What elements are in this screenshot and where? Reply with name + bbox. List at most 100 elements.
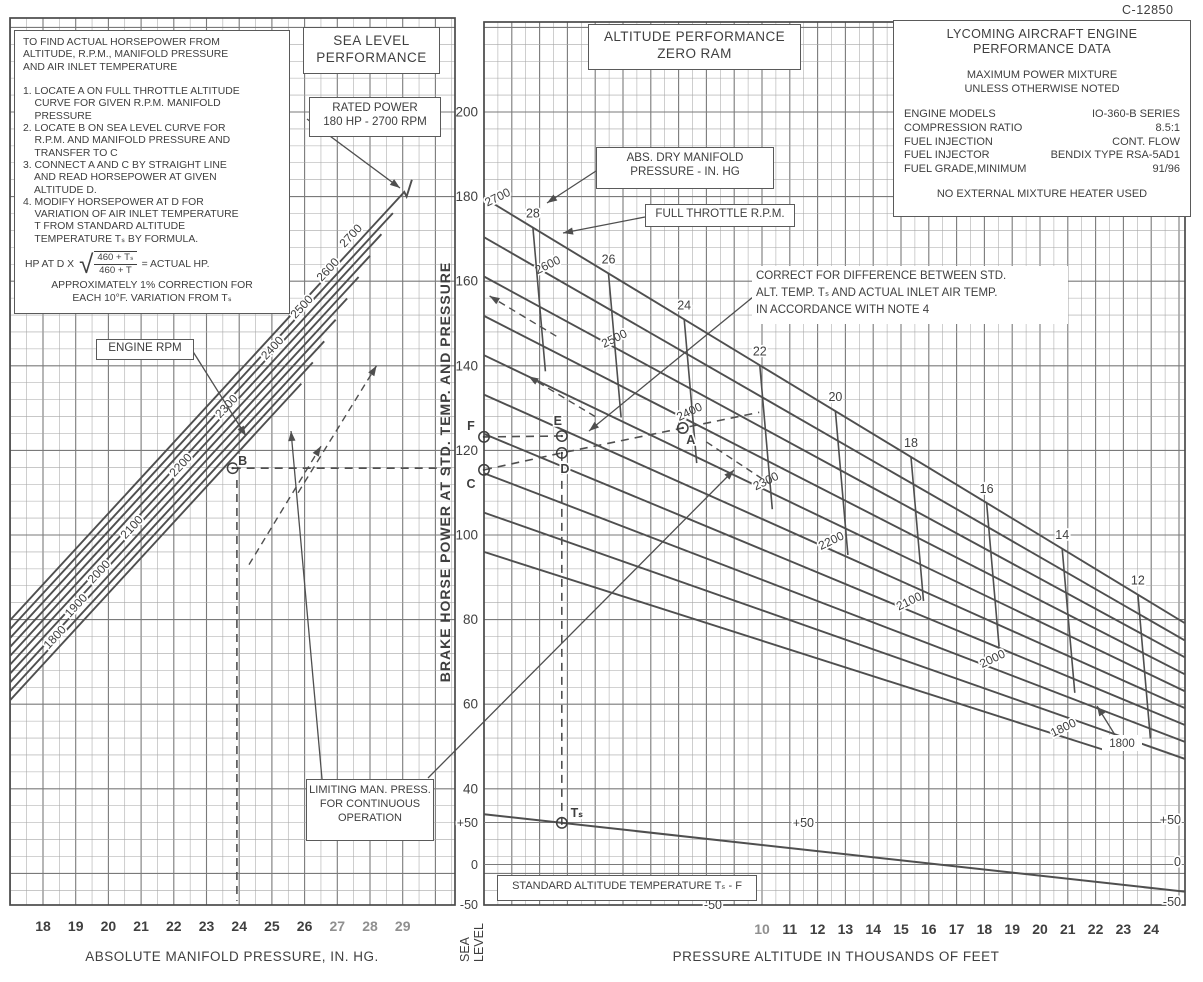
y-tick-label: 200 [455, 105, 478, 120]
rpm-curve-2200 [9, 297, 348, 666]
x-tick-label: 23 [199, 918, 215, 934]
mp-label: 28 [526, 206, 540, 220]
x-tick-label: 20 [1032, 921, 1048, 937]
formula-numerator: 460 + Tₛ [97, 252, 134, 264]
notes-instructions: TO FIND ACTUAL HORSEPOWER FROM ALTITUDE, … [23, 37, 240, 245]
y-tick-label: 140 [455, 358, 478, 373]
svg-text:Tₛ: Tₛ [571, 806, 584, 820]
y-axis-title: BRAKE HORSE POWER AT STD. TEMP. AND PRES… [437, 262, 453, 682]
correct-for-difference-note: CORRECT FOR DIFFERENCE BETWEEN STD. ALT. … [752, 266, 1068, 324]
limiting-arrow-left [290, 430, 323, 780]
point-ts-marker [555, 816, 568, 829]
hp-formula: HP AT D X √ 460 + Tₛ 460 + T = ACTUAL HP. [25, 251, 281, 277]
svg-text:C: C [466, 477, 475, 491]
svg-text:F: F [467, 419, 475, 433]
x-tick-label: 19 [68, 918, 84, 934]
x-tick-label: 28 [362, 918, 378, 934]
point-b-marker [226, 462, 239, 475]
engine-rpm-label: ENGINE RPM [96, 339, 194, 360]
rpm-curve-2600 [9, 212, 394, 630]
mp-label: 24 [677, 298, 691, 312]
x-tick-label: 22 [166, 918, 182, 934]
y-tick-label: 180 [455, 189, 478, 204]
manifold-pressure-lines: 28 26 24 22 20 18 16 14 12 [524, 205, 1152, 739]
full-throttle-arrow [562, 216, 646, 234]
svg-text:0: 0 [471, 858, 478, 872]
engine-specs: ENGINE MODELS IO-360-B SERIES COMPRESSION … [904, 108, 1180, 176]
mp-label: 26 [602, 253, 616, 267]
svg-text:+50: +50 [1160, 813, 1181, 827]
sea-level-axis-label: SEA [458, 936, 472, 962]
svg-text:+50: +50 [457, 816, 478, 830]
engine-data-box: LYCOMING AIRCRAFT ENGINE PERFORMANCE DATA… [893, 20, 1191, 217]
engine-data-title: LYCOMING AIRCRAFT ENGINE PERFORMANCE DATA [946, 27, 1138, 56]
mp-label: 12 [1131, 574, 1145, 588]
mixture-note: MAXIMUM POWER MIXTURE UNLESS OTHERWISE NO… [964, 69, 1120, 95]
svg-text:0: 0 [1174, 855, 1181, 869]
x-tick-label: 19 [1004, 921, 1020, 937]
abs-dry-manifold-label: ABS. DRY MANIFOLD PRESSURE - IN. HG [596, 147, 774, 189]
limiting-man-press-label: LIMITING MAN. PRESS. FOR CONTINUOUS OPERAT… [306, 779, 434, 841]
rpm-curve-2100 [9, 319, 337, 674]
correction-note: APPROXIMATELY 1% CORRECTION FOR EACH 10°F… [51, 280, 253, 304]
y-tick-label: 40 [463, 781, 478, 796]
rpm-curve-2400 [9, 255, 371, 648]
x-tick-label: 13 [838, 921, 854, 937]
document-number: C-12850 [1122, 3, 1174, 17]
rpm-curve-1800 [9, 382, 302, 701]
rpm-curve-2100 [483, 433, 1185, 726]
point-e-marker [555, 430, 568, 442]
x-tick-label: 18 [35, 918, 51, 934]
rpm-curve-1900 [9, 361, 314, 692]
y-tick-label: 120 [455, 443, 478, 458]
rpm-curve-2000 [9, 340, 325, 683]
rpm-curve-2500 [483, 275, 1186, 659]
formula-prefix: HP AT D X [25, 258, 75, 270]
rpm-curve-2700 [483, 197, 1186, 624]
rpm-curve-1900 [483, 511, 1185, 760]
svg-text:B: B [238, 454, 247, 468]
x-tick-label: 18 [977, 921, 993, 937]
x-tick-label: 17 [949, 921, 965, 937]
mp-label: 22 [753, 344, 767, 358]
x-tick-label: 26 [297, 918, 313, 934]
x-tick-label: 24 [1143, 921, 1159, 937]
svg-text:A: A [686, 433, 695, 447]
rpm-curve-label: 2600 [314, 255, 343, 284]
rpm-curve-2300 [9, 276, 360, 657]
reference-points: B A C D E F Tₛ 1800 [226, 412, 1142, 829]
x-tick-label: 25 [264, 918, 280, 934]
svg-text:D: D [560, 462, 569, 476]
heater-note: NO EXTERNAL MIXTURE HEATER USED [936, 187, 1148, 200]
svg-text:-50: -50 [460, 898, 478, 912]
full-throttle-rpm-label: FULL THROTTLE R.P.M. [645, 204, 795, 227]
mp-label: 18 [904, 436, 918, 450]
notes-box: TO FIND ACTUAL HORSEPOWER FROM ALTITUDE, … [14, 30, 290, 314]
x-tick-label: 10 [754, 921, 770, 937]
formula-suffix: = ACTUAL HP. [141, 258, 210, 270]
rpm-curve-2700 [9, 179, 413, 621]
y-tick-label: 160 [455, 274, 478, 289]
x-axis-title: PRESSURE ALTITUDE IN THOUSANDS OF FEET [673, 949, 1000, 964]
std-altitude-temp-label: STANDARD ALTITUDE TEMPERATURE Tₛ - F [497, 875, 757, 901]
x-tick-label: 12 [810, 921, 826, 937]
altitude-performance-title: ALTITUDE PERFORMANCE ZERO RAM [588, 24, 801, 70]
construction-lines [232, 295, 771, 901]
x-tick-label: 14 [865, 921, 881, 937]
rpm-curve-2000 [483, 472, 1185, 743]
rpm-curve-label: 2400 [258, 333, 287, 362]
point-c-marker [478, 463, 490, 476]
x-tick-label: 16 [921, 921, 937, 937]
rpm-curve-2600 [483, 236, 1186, 642]
svg-text:E: E [554, 414, 562, 428]
rpm-curve-label: 2700 [336, 221, 365, 250]
x-tick-label: 22 [1088, 921, 1104, 937]
point-a-marker [676, 422, 689, 434]
point-d-marker [555, 446, 568, 459]
point-f-marker [478, 430, 490, 443]
rpm-curve-2400 [483, 315, 1186, 676]
x-tick-label: 15 [893, 921, 909, 937]
svg-text:+50: +50 [793, 816, 814, 830]
